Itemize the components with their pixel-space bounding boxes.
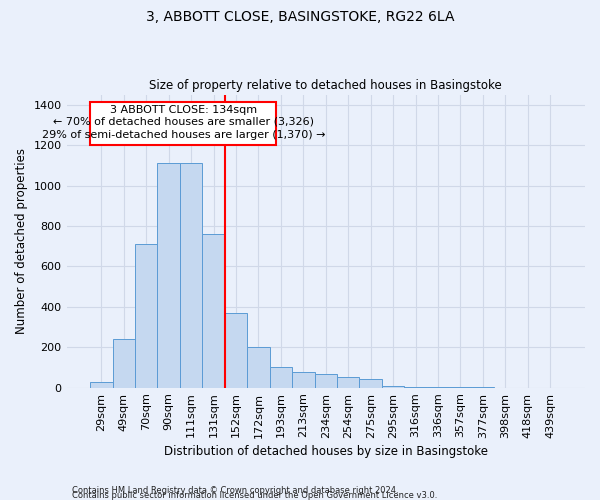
FancyBboxPatch shape	[90, 102, 277, 145]
Bar	[404, 386, 427, 388]
Text: Contains public sector information licensed under the Open Government Licence v3: Contains public sector information licen…	[72, 491, 437, 500]
Text: 3 ABBOTT CLOSE: 134sqm: 3 ABBOTT CLOSE: 134sqm	[110, 104, 257, 115]
Bar	[337, 376, 359, 388]
Bar	[113, 339, 135, 388]
Bar	[472, 386, 494, 388]
Text: 3, ABBOTT CLOSE, BASINGSTOKE, RG22 6LA: 3, ABBOTT CLOSE, BASINGSTOKE, RG22 6LA	[146, 10, 454, 24]
Text: Contains HM Land Registry data © Crown copyright and database right 2024.: Contains HM Land Registry data © Crown c…	[72, 486, 398, 495]
Bar	[359, 378, 382, 388]
Bar	[382, 386, 404, 388]
Text: 29% of semi-detached houses are larger (1,370) →: 29% of semi-detached houses are larger (…	[41, 130, 325, 140]
Bar	[269, 368, 292, 388]
Bar	[449, 386, 472, 388]
Bar	[90, 382, 113, 388]
Bar	[314, 374, 337, 388]
Bar	[157, 164, 180, 388]
Bar	[225, 313, 247, 388]
Bar	[247, 348, 269, 388]
Bar	[427, 386, 449, 388]
Bar	[135, 244, 157, 388]
Bar	[202, 234, 225, 388]
Bar	[180, 164, 202, 388]
Title: Size of property relative to detached houses in Basingstoke: Size of property relative to detached ho…	[149, 79, 502, 92]
Y-axis label: Number of detached properties: Number of detached properties	[15, 148, 28, 334]
Text: ← 70% of detached houses are smaller (3,326): ← 70% of detached houses are smaller (3,…	[53, 117, 314, 127]
X-axis label: Distribution of detached houses by size in Basingstoke: Distribution of detached houses by size …	[164, 444, 488, 458]
Bar	[292, 372, 314, 388]
